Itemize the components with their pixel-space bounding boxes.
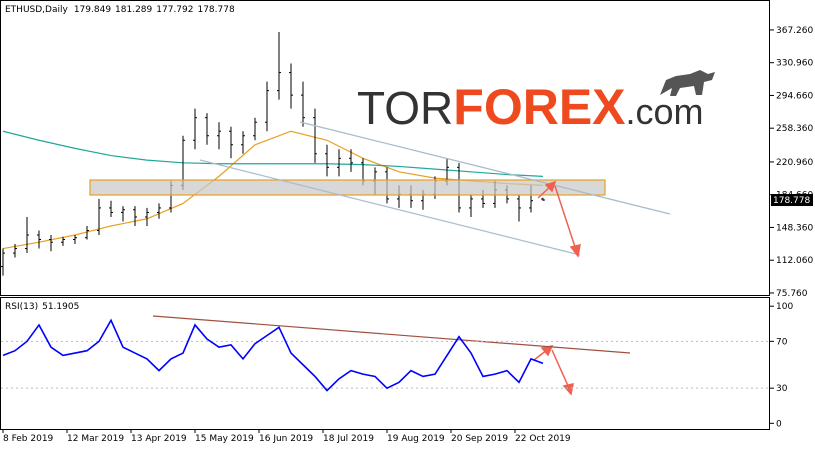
ohlc-bar: [517, 194, 521, 222]
ohlc-bar: [349, 149, 353, 172]
x-tick-label: 20 Sep 2019: [451, 434, 508, 444]
rsi-trendline: [152, 315, 631, 354]
arrow-head: [569, 244, 581, 258]
y-tick-label: 367.260: [776, 26, 813, 36]
logo-forex: FOREX: [453, 79, 625, 135]
ohlc-bar: [325, 144, 329, 177]
logo-tor: TOR: [357, 82, 453, 134]
y-tick-label: 75.760: [776, 289, 808, 299]
arrow-down: [554, 185, 577, 251]
logo-bull: [660, 70, 715, 96]
rsi-arrow-down: [551, 349, 570, 389]
ohlc-bar: [469, 194, 473, 217]
ohlc-bar: [313, 108, 317, 163]
forecast-arrows: [533, 180, 581, 396]
x-tick-label: 12 Mar 2019: [67, 434, 124, 444]
ohlc-bar: [97, 198, 101, 236]
y-tick-label: 220.960: [776, 158, 813, 168]
ohlc-bar: [145, 207, 149, 226]
last-open: 179.849: [74, 5, 111, 15]
ohlc-bar: [253, 117, 257, 141]
ohlc-bar: [109, 200, 113, 217]
x-tick-label: 15 May 2019: [195, 434, 254, 444]
moving-average: [2, 130, 544, 177]
x-tick-label: 13 Apr 2019: [131, 434, 187, 444]
logo-com: .com: [626, 91, 704, 132]
x-tick-label: 18 Jul 2019: [323, 434, 374, 444]
ohlc-bar: [205, 113, 209, 145]
channel-lower: [199, 159, 581, 256]
price-label-bg: [771, 194, 813, 207]
y-tick-label: 330.960: [776, 59, 813, 69]
x-tick-label: 8 Feb 2019: [3, 434, 54, 444]
x-tick-label: 19 Aug 2019: [387, 434, 445, 444]
logo: TORFOREX.com: [357, 70, 715, 135]
ohlc-bar: [241, 131, 245, 154]
rsi-title: RSI(13): [5, 302, 38, 312]
symbol-title: ETHUSD,Daily: [5, 5, 68, 15]
ohlc-bar: [133, 206, 137, 226]
y-tick-label: 148.360: [776, 223, 813, 233]
ohlc-bar: [73, 235, 77, 245]
ohlc-bar: [85, 225, 89, 240]
rsi-panel: [1, 318, 768, 392]
rsi-header: RSI(13) 51.1905: [5, 302, 79, 312]
last-low: 177.792: [156, 5, 193, 15]
ohlc-bar: [301, 81, 305, 127]
ohlc-bar: [193, 108, 197, 150]
ohlc-bar: [541, 197, 545, 201]
arrow-head: [562, 383, 574, 396]
last-high: 181.289: [115, 5, 152, 15]
arrow-head: [544, 180, 557, 193]
y-tick-label: 70: [776, 337, 788, 347]
ohlc-bar: [289, 63, 293, 109]
y-tick-label: 100: [776, 302, 793, 312]
main-panel-frame: [0, 0, 770, 296]
rsi-line: [2, 318, 544, 392]
y-tick-label: 258.360: [776, 124, 813, 134]
y-tick-label: 30: [776, 384, 788, 394]
logo-text: TORFOREX.com: [357, 79, 704, 135]
channel-upper: [299, 121, 671, 215]
ohlc-bar: [265, 81, 269, 132]
ohlc-bar: [337, 149, 341, 177]
resistance-zone: [89, 179, 606, 196]
ohlc-bar: [217, 122, 221, 150]
rsi-last: 51.1905: [42, 302, 79, 312]
ohlc-bar: [157, 203, 161, 219]
chart-header: ETHUSD,Daily 179.849 181.289 177.792 178.778: [5, 5, 235, 15]
ohlc-bar: [121, 206, 125, 222]
ohlc-bar: [13, 244, 17, 258]
ohlc-bar: [25, 216, 29, 254]
y-tick-label: 0: [776, 419, 782, 429]
price-label: 178.778: [773, 196, 810, 206]
rsi-panel-frame: [0, 297, 770, 430]
x-tick-label: 22 Oct 2019: [515, 434, 571, 444]
ohlc-bar: [1, 248, 5, 276]
ohlc-bar: [277, 31, 281, 100]
ohlc-bar: [61, 236, 65, 246]
last-close: 178.778: [197, 5, 234, 15]
y-tick-label: 112.060: [776, 256, 813, 266]
ohlc-bar: [49, 235, 53, 252]
ohlc-bar: [37, 230, 41, 249]
ohlc-bar: [229, 126, 233, 159]
y-tick-label: 294.660: [776, 91, 813, 101]
x-tick-label: 16 Jun 2019: [259, 434, 313, 444]
